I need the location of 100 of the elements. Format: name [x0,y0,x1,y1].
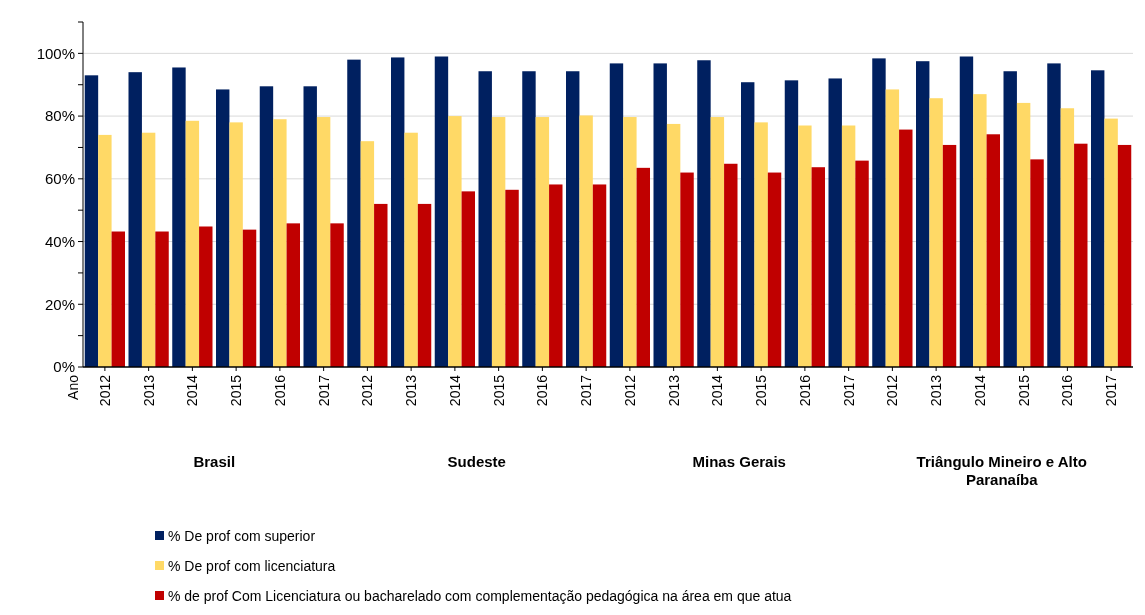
bar [478,71,492,367]
x-tick-label: 2012 [621,374,638,407]
x-tick-label: 2014 [709,374,726,407]
text: Minas Gerais [692,453,786,470]
bar [316,117,331,367]
x-tick-label: 2014 [971,374,988,407]
legend-label: % de prof Com Licenciatura ou bacharelado com complementação pedagógica na área em que atua [168,587,792,604]
bar [609,63,624,367]
bar [754,122,768,367]
x-tick-label: 2015 [1015,374,1032,407]
text: Sudeste [447,453,506,470]
bar [1091,70,1105,367]
bar [434,56,449,367]
bar [811,167,825,367]
bar [885,89,900,367]
bar [374,203,388,367]
bar [330,223,344,367]
x-tick-label: 2013 [928,374,945,407]
x-tick-label: 2013 [140,374,157,407]
bar [417,203,432,367]
bar [767,172,782,367]
bar [259,86,274,367]
bar [347,59,361,367]
bar [855,160,869,367]
bar [741,82,755,367]
bar [286,223,300,367]
x-tick-label: 2017 [840,374,857,407]
bar [404,132,418,367]
legend-label: % De prof com licenciatura [168,557,336,574]
bar [828,78,842,367]
bar [505,189,519,367]
bar [155,231,169,367]
bar [1117,144,1132,367]
x-tick-label: 2013 [665,374,682,407]
bar [579,115,593,367]
x-tick-label: 2014 [184,374,201,407]
legend-label: % De prof com superior [168,527,316,544]
x-tick-label: 2016 [796,374,813,407]
text: Brasil [193,453,236,470]
bar [229,122,243,367]
x-tick-label: 2016 [271,374,288,407]
bar [636,167,650,367]
x-tick-label: 2015 [228,374,245,407]
bar [929,98,943,367]
x-tick-label: 2012 [96,374,113,407]
bar [491,117,506,367]
bar [199,226,213,367]
bar [841,125,856,367]
bar [461,191,475,367]
bar [1104,118,1118,367]
bar [84,75,99,367]
x-tick-label: 2014 [446,374,463,407]
y-tick-label: 80% [44,107,75,125]
bar [549,184,563,367]
bar [899,129,913,367]
bar [680,172,694,367]
bar [942,144,957,367]
x-tick-label: 2017 [315,374,332,407]
bar [986,134,1000,367]
bar [98,134,112,367]
x-tick-label: 2012 [884,374,901,407]
x-tick-label: 2017 [578,374,595,407]
x-tick-label: 2016 [534,374,551,407]
bar [242,229,257,367]
bar [959,56,974,367]
bar [1016,102,1031,367]
bar [973,94,987,367]
text: Ano [64,374,81,400]
y-tick-label: 100% [36,44,75,62]
x-tick-label: 2016 [1059,374,1076,407]
bar [666,123,681,367]
bar [784,80,799,367]
bar [360,141,375,367]
bar [391,57,405,367]
bar [566,71,580,367]
x-tick-label: 2013 [403,374,420,407]
y-tick-label: 0% [53,358,75,376]
bar [111,231,125,367]
bar [1030,159,1044,367]
bar [710,117,725,367]
y-tick-label: 20% [44,295,75,313]
bar [303,86,317,367]
bar [1047,63,1061,367]
bar [141,132,156,367]
bar [653,63,667,367]
bar [697,60,711,367]
bar [1074,143,1088,367]
y-tick-label: 40% [44,232,75,250]
bar [916,61,930,367]
bar [535,117,550,367]
bar [172,67,186,367]
bar [185,120,200,367]
bar [216,89,230,367]
bar [623,117,637,367]
text: Triângulo Mineiro e Alto Paranaíba [916,453,1087,488]
x-tick-label: 2017 [1103,374,1120,407]
bar [798,125,812,367]
x-tick-label: 2012 [359,374,376,407]
bar [128,72,142,367]
bar [724,163,738,367]
